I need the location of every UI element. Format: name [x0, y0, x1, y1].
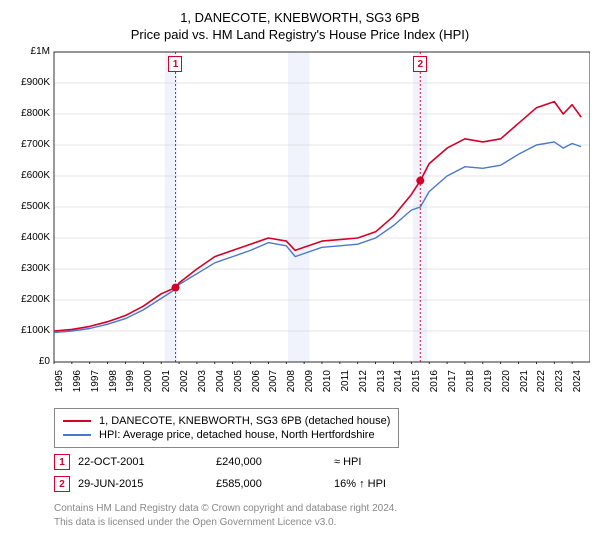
- y-axis-label: £100K: [10, 325, 50, 336]
- legend: 1, DANECOTE, KNEBWORTH, SG3 6PB (detache…: [54, 408, 399, 448]
- sale-delta: 16% ↑ HPI: [334, 478, 444, 490]
- x-axis-label: 1998: [108, 370, 119, 398]
- x-axis-label: 2011: [340, 370, 351, 398]
- legend-label: HPI: Average price, detached house, Nort…: [99, 429, 375, 441]
- legend-item: 1, DANECOTE, KNEBWORTH, SG3 6PB (detache…: [63, 415, 390, 427]
- x-axis-label: 1997: [90, 370, 101, 398]
- chart-container: £0 £100K £200K £300K £400K £500K £600K £700K £80…: [10, 50, 590, 400]
- x-axis-label: 2004: [215, 370, 226, 398]
- x-axis-label: 2023: [554, 370, 565, 398]
- y-axis-label: £600K: [10, 170, 50, 181]
- x-axis-label: 2014: [393, 370, 404, 398]
- x-axis-label: 2013: [376, 370, 387, 398]
- sale-delta: ≈ HPI: [334, 456, 444, 468]
- sale-marker-icon: 2: [54, 476, 70, 492]
- sale-row: 1 22-OCT-2001 £240,000 ≈ HPI: [54, 454, 590, 470]
- y-axis-label: £500K: [10, 201, 50, 212]
- x-axis-label: 2020: [501, 370, 512, 398]
- footnote-line-1: Contains HM Land Registry data © Crown c…: [54, 502, 590, 516]
- y-axis-label: £0: [10, 356, 50, 367]
- sale-price: £585,000: [216, 478, 326, 490]
- x-axis-label: 2008: [286, 370, 297, 398]
- x-axis-label: 2021: [519, 370, 530, 398]
- x-axis-label: 2000: [143, 370, 154, 398]
- x-axis-label: 2001: [161, 370, 172, 398]
- footnote-line-2: This data is licensed under the Open Gov…: [54, 516, 590, 530]
- sale-marker-flag: 1: [168, 56, 182, 72]
- y-axis-label: £200K: [10, 294, 50, 305]
- x-axis-label: 2009: [304, 370, 315, 398]
- x-axis-label: 1999: [125, 370, 136, 398]
- x-axis-label: 2015: [411, 370, 422, 398]
- x-axis-label: 2017: [447, 370, 458, 398]
- x-axis-label: 2012: [358, 370, 369, 398]
- x-axis-label: 2022: [536, 370, 547, 398]
- sale-date: 29-JUN-2015: [78, 478, 208, 490]
- price-line-chart: [10, 50, 590, 364]
- x-axis-label: 2010: [322, 370, 333, 398]
- legend-item: HPI: Average price, detached house, Nort…: [63, 429, 390, 441]
- chart-title-address: 1, DANECOTE, KNEBWORTH, SG3 6PB: [10, 10, 590, 25]
- sale-row: 2 29-JUN-2015 £585,000 16% ↑ HPI: [54, 476, 590, 492]
- x-axis-label: 2006: [251, 370, 262, 398]
- x-axis-label: 2002: [179, 370, 190, 398]
- chart-title-subtitle: Price paid vs. HM Land Registry's House …: [10, 27, 590, 42]
- y-axis-label: £400K: [10, 232, 50, 243]
- sale-marker-flag: 2: [413, 56, 427, 72]
- y-axis-label: £300K: [10, 263, 50, 274]
- legend-swatch: [63, 420, 91, 422]
- legend-label: 1, DANECOTE, KNEBWORTH, SG3 6PB (detache…: [99, 415, 390, 427]
- x-axis-label: 2024: [572, 370, 583, 398]
- x-axis-label: 2016: [429, 370, 440, 398]
- y-axis-label: £700K: [10, 139, 50, 150]
- x-axis-label: 1996: [72, 370, 83, 398]
- sale-date: 22-OCT-2001: [78, 456, 208, 468]
- sale-marker-icon: 1: [54, 454, 70, 470]
- x-axis-label: 1995: [54, 370, 65, 398]
- x-axis-label: 2019: [483, 370, 494, 398]
- y-axis-label: £1M: [10, 46, 50, 57]
- x-axis-label: 2003: [197, 370, 208, 398]
- x-axis-label: 2007: [268, 370, 279, 398]
- footnote: Contains HM Land Registry data © Crown c…: [54, 502, 590, 529]
- x-axis-label: 2005: [233, 370, 244, 398]
- y-axis-label: £900K: [10, 77, 50, 88]
- sale-price: £240,000: [216, 456, 326, 468]
- y-axis-label: £800K: [10, 108, 50, 119]
- x-axis-label: 2018: [465, 370, 476, 398]
- legend-swatch: [63, 434, 91, 436]
